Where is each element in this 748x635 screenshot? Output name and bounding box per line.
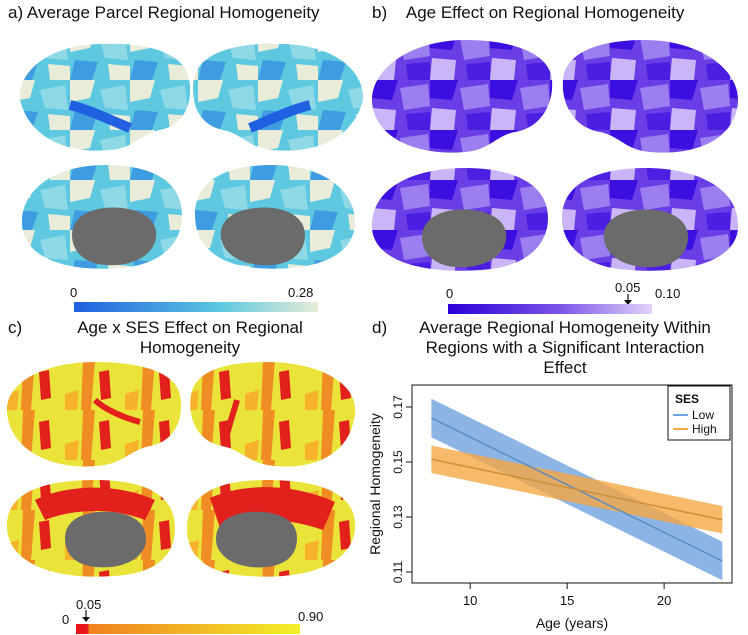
panel-b-colorbar [448,304,652,314]
panel-b-arrow-icon [624,294,632,305]
panel-c-brains [6,362,356,577]
panel-b-brains [371,40,739,271]
panel-a-colorbar [74,302,318,312]
panel-a-label: a) [8,3,24,22]
panel-b-label: b) [372,3,388,22]
x-axis-label: Age (years) [536,615,608,631]
panel-d-label: d) [372,318,388,337]
panel-c-label: c) [8,318,23,337]
brain-lateral-right [562,40,739,153]
panel-c-colorbar [76,624,300,634]
panel-a-scale-max: 0.28 [288,285,314,300]
brain-lateral-left [6,362,182,467]
panel-b-scale-mark: 0.05 [615,280,641,295]
x-tick-label: 20 [657,593,671,608]
panel-b-title-text: Age Effect on Regional Homogeneity [405,3,685,22]
y-axis-label: Regional Homogeneity [367,413,383,555]
panel-c-title-line1: Age x SES Effect on Regional [77,318,303,337]
panel-c-scale-mark: 0.05 [76,597,102,612]
y-tick-label: 0.17 [391,395,405,419]
plot-frame [411,384,733,584]
panel-b-scale-min: 0 [446,286,454,301]
panel-a-title-text: Average Parcel Regional Homogeneity [26,3,320,22]
legend-box [667,385,731,441]
panel-d-title-line2: Regions with a Significant Interaction [425,338,705,357]
medial-wall-shape [72,207,157,266]
panel-d-title-line1: Average Regional Homogeneity Within [419,318,711,337]
panel-c-scale-min: 0 [62,612,70,627]
panel-d-title-line3: Effect [543,358,587,377]
legend-label-low: Low [692,408,714,422]
y-tick-label: 0.15 [391,450,405,474]
panel-c-arrow-icon [82,610,90,622]
panel-c-title-line2: Homogeneity [139,338,241,357]
panel-d-title: Average Regional Homogeneity Within Regi… [390,318,740,378]
x-tick-label: 15 [560,593,574,608]
x-tick-label: 10 [463,593,477,608]
brain-lateral-left [371,40,553,153]
brain-lateral-left [19,43,191,151]
panel-b-title: b) Age Effect on Regional Homogeneity [372,3,684,23]
y-tick-label: 0.13 [391,505,405,529]
brain-medial-right [195,165,356,269]
legend-label-high: High [692,422,717,436]
panel-c-title: Age x SES Effect on Regional Homogeneity [40,318,340,358]
brain-lateral-right [192,43,364,151]
brain-medial-left [21,165,182,269]
panel-b-scale-max: 0.10 [655,286,681,301]
brain-medial-left [6,480,176,577]
interaction-chart: 10 15 20 0.11 0.13 0.15 0.17 Age (years) Regi… [367,384,733,631]
brain-medial-right [187,480,356,577]
legend-title: SES [675,392,699,406]
brain-medial-left [371,168,548,271]
brain-medial-right [562,168,739,271]
panel-c-scale-max: 0.90 [298,609,324,624]
panel-a-brains [19,43,364,269]
panel-a-scale-min: 0 [70,285,78,300]
y-tick-label: 0.11 [391,560,405,583]
brain-lateral-right [190,362,356,467]
fit-line-high [431,458,723,521]
panel-a-title: a) Average Parcel Regional Homogeneity [8,3,320,23]
